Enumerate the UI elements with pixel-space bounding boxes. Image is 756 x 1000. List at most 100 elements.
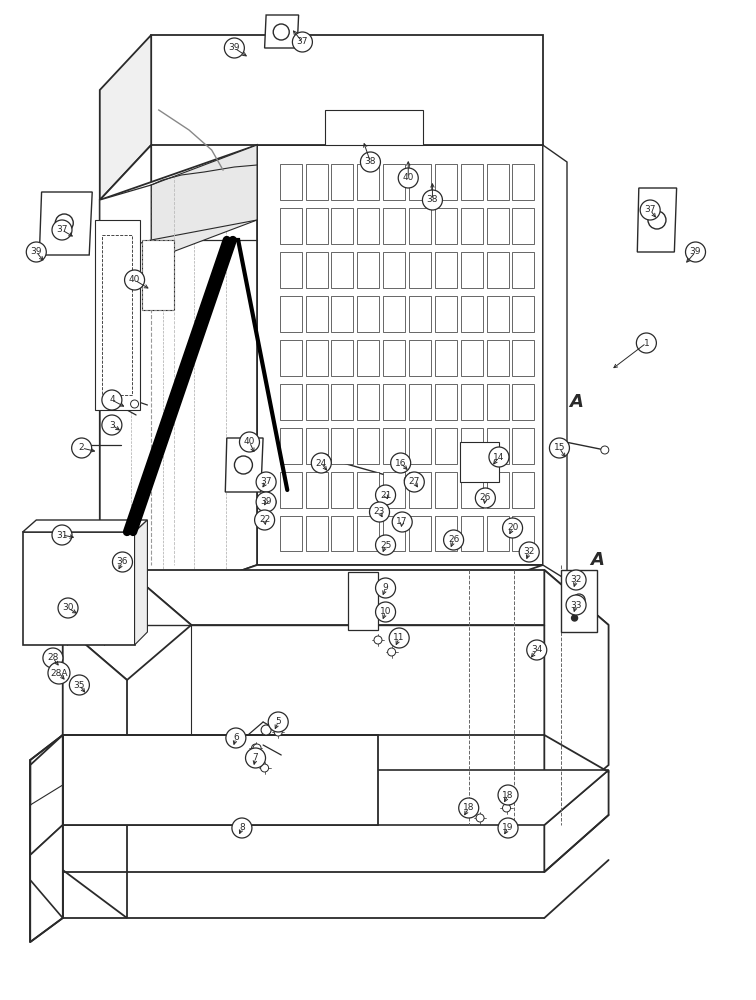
Polygon shape bbox=[383, 296, 405, 332]
Polygon shape bbox=[280, 164, 302, 200]
Polygon shape bbox=[305, 164, 327, 200]
Polygon shape bbox=[358, 516, 380, 551]
Circle shape bbox=[293, 32, 312, 52]
Polygon shape bbox=[561, 570, 597, 632]
Circle shape bbox=[131, 400, 138, 408]
Polygon shape bbox=[325, 110, 423, 145]
Text: 38: 38 bbox=[364, 157, 376, 166]
Circle shape bbox=[476, 814, 484, 822]
Polygon shape bbox=[487, 428, 509, 464]
Polygon shape bbox=[331, 296, 354, 332]
Polygon shape bbox=[127, 770, 609, 825]
Polygon shape bbox=[460, 252, 483, 288]
Text: 4: 4 bbox=[109, 395, 115, 404]
Text: 14: 14 bbox=[493, 452, 505, 462]
Polygon shape bbox=[331, 516, 354, 551]
Circle shape bbox=[476, 488, 495, 508]
Circle shape bbox=[566, 595, 586, 615]
Polygon shape bbox=[487, 516, 509, 551]
Text: 6: 6 bbox=[233, 734, 239, 742]
Polygon shape bbox=[409, 472, 431, 508]
Circle shape bbox=[26, 242, 46, 262]
Circle shape bbox=[240, 432, 259, 452]
Polygon shape bbox=[280, 384, 302, 420]
Polygon shape bbox=[409, 164, 431, 200]
Circle shape bbox=[225, 38, 244, 58]
Text: 18: 18 bbox=[463, 804, 475, 812]
Polygon shape bbox=[383, 252, 405, 288]
Text: A: A bbox=[590, 551, 604, 569]
Circle shape bbox=[232, 818, 252, 838]
Polygon shape bbox=[331, 384, 354, 420]
Circle shape bbox=[566, 570, 586, 590]
Polygon shape bbox=[435, 516, 457, 551]
Text: 18: 18 bbox=[502, 790, 514, 800]
Polygon shape bbox=[331, 428, 354, 464]
Polygon shape bbox=[280, 252, 302, 288]
Text: 9: 9 bbox=[383, 584, 389, 592]
Polygon shape bbox=[487, 164, 509, 200]
Text: 5: 5 bbox=[275, 718, 281, 726]
Polygon shape bbox=[544, 770, 609, 872]
Circle shape bbox=[268, 498, 276, 506]
Polygon shape bbox=[435, 208, 457, 244]
Polygon shape bbox=[280, 208, 302, 244]
Text: 39: 39 bbox=[689, 247, 702, 256]
Polygon shape bbox=[142, 240, 174, 310]
Circle shape bbox=[70, 675, 89, 695]
Polygon shape bbox=[280, 340, 302, 376]
Polygon shape bbox=[383, 472, 405, 508]
Polygon shape bbox=[435, 340, 457, 376]
Circle shape bbox=[261, 725, 271, 735]
Circle shape bbox=[252, 744, 259, 752]
Polygon shape bbox=[409, 384, 431, 420]
Text: 7: 7 bbox=[253, 754, 259, 762]
Circle shape bbox=[102, 415, 122, 435]
Polygon shape bbox=[331, 252, 354, 288]
Text: 1: 1 bbox=[643, 338, 649, 348]
Polygon shape bbox=[305, 516, 327, 551]
Polygon shape bbox=[135, 520, 147, 645]
Text: 26: 26 bbox=[448, 536, 460, 544]
Text: 34: 34 bbox=[531, 646, 543, 654]
Polygon shape bbox=[151, 145, 257, 260]
Polygon shape bbox=[358, 384, 380, 420]
Polygon shape bbox=[94, 220, 140, 410]
Text: 17: 17 bbox=[396, 518, 408, 526]
Circle shape bbox=[498, 818, 518, 838]
Text: 40: 40 bbox=[402, 174, 414, 182]
Polygon shape bbox=[460, 384, 483, 420]
Polygon shape bbox=[100, 145, 151, 240]
Text: 37: 37 bbox=[56, 226, 68, 234]
Text: 40: 40 bbox=[243, 438, 256, 446]
Text: 37: 37 bbox=[260, 478, 272, 487]
Circle shape bbox=[550, 438, 569, 458]
Polygon shape bbox=[460, 516, 483, 551]
Text: 20: 20 bbox=[507, 524, 519, 532]
Text: 27: 27 bbox=[408, 478, 420, 487]
Polygon shape bbox=[100, 35, 151, 200]
Text: A: A bbox=[569, 393, 583, 411]
Polygon shape bbox=[409, 296, 431, 332]
Polygon shape bbox=[383, 516, 405, 551]
Circle shape bbox=[376, 578, 395, 598]
Polygon shape bbox=[513, 428, 534, 464]
Circle shape bbox=[226, 728, 246, 748]
Circle shape bbox=[256, 472, 276, 492]
Circle shape bbox=[686, 242, 705, 262]
Polygon shape bbox=[513, 516, 534, 551]
Polygon shape bbox=[487, 296, 509, 332]
Polygon shape bbox=[487, 340, 509, 376]
Circle shape bbox=[43, 648, 63, 668]
Polygon shape bbox=[460, 164, 483, 200]
Polygon shape bbox=[151, 35, 543, 145]
Polygon shape bbox=[30, 735, 63, 942]
Polygon shape bbox=[460, 340, 483, 376]
Polygon shape bbox=[305, 296, 327, 332]
Polygon shape bbox=[513, 252, 534, 288]
Text: 2: 2 bbox=[79, 444, 85, 452]
Polygon shape bbox=[409, 428, 431, 464]
Text: 3: 3 bbox=[109, 420, 115, 430]
Circle shape bbox=[311, 453, 331, 473]
Polygon shape bbox=[30, 825, 63, 918]
